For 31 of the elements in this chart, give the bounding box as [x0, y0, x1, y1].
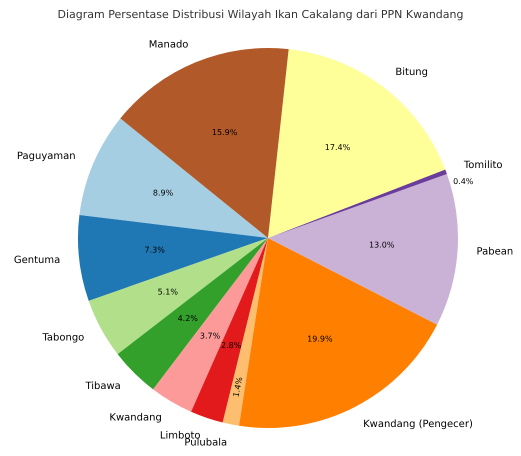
data-label: 7.3% [144, 245, 166, 254]
data-label: 2.8% [221, 341, 242, 350]
slice-label: Tomilito [462, 160, 503, 171]
data-label: 3.7% [200, 331, 221, 340]
data-label: 4.2% [178, 314, 198, 324]
pie-slice [88, 238, 268, 354]
pie-slice [222, 238, 268, 426]
pie-slice [268, 49, 446, 238]
slice-label: Kwandang (Pengecer) [363, 418, 473, 430]
slice-label: Tibawa [84, 381, 121, 392]
slice-label: Kwandang [109, 412, 162, 424]
data-label: 1.4% [232, 376, 244, 398]
pie-slice [268, 170, 447, 238]
pie-slice [78, 214, 268, 301]
data-label: 8.9% [152, 188, 174, 198]
slice-label: Bitung [395, 67, 428, 78]
slice-label: Pulubala [184, 438, 228, 449]
data-label: 15.9% [212, 128, 238, 137]
data-label: 13.0% [369, 240, 395, 250]
data-label: 5.1% [158, 288, 178, 297]
slice-label: Manado [148, 39, 188, 50]
pie-slice [79, 118, 268, 238]
slice-label: Paguyaman [16, 151, 76, 162]
slice-label: Pabean [476, 246, 514, 258]
pie-slice [120, 48, 289, 238]
data-label: 17.4% [324, 142, 351, 152]
data-label: 0.4% [453, 176, 474, 186]
slice-label: Gentuma [14, 255, 60, 266]
chart-title: Diagram Persentase Distribusi Wilayah Ikan Cakalang dari PPN Kwandang [58, 8, 464, 21]
slice-label: Tabongo [41, 332, 84, 344]
data-label: 19.9% [307, 334, 333, 344]
